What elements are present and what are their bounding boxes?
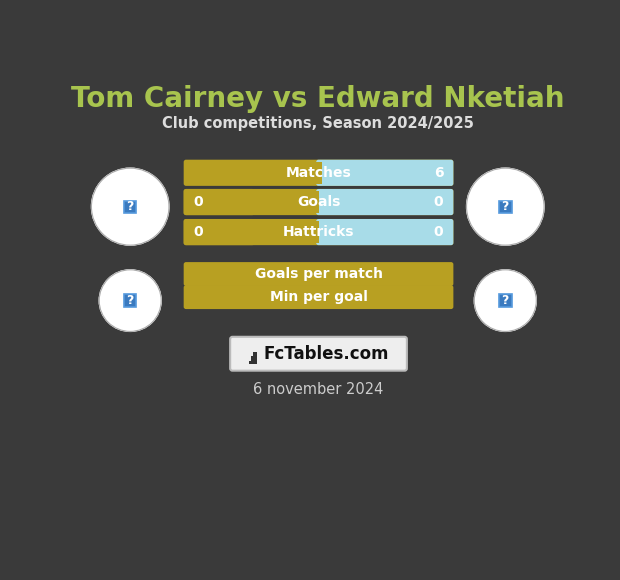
Bar: [186, 222, 319, 243]
Text: ?: ?: [126, 200, 134, 213]
Circle shape: [474, 270, 536, 331]
FancyBboxPatch shape: [184, 189, 453, 215]
Bar: [249, 361, 252, 364]
FancyBboxPatch shape: [124, 295, 136, 307]
FancyBboxPatch shape: [184, 285, 453, 309]
Text: Min per goal: Min per goal: [270, 290, 368, 304]
FancyBboxPatch shape: [499, 201, 511, 213]
Text: ?: ?: [126, 294, 134, 307]
Text: Goals per match: Goals per match: [255, 267, 383, 281]
FancyBboxPatch shape: [184, 219, 453, 245]
Bar: [186, 191, 319, 213]
Text: Goals: Goals: [297, 195, 340, 209]
FancyBboxPatch shape: [230, 337, 407, 371]
Circle shape: [92, 168, 169, 245]
Text: ?: ?: [502, 294, 509, 307]
Text: 0: 0: [193, 195, 203, 209]
Text: 6: 6: [434, 166, 443, 180]
Circle shape: [467, 168, 544, 245]
FancyBboxPatch shape: [124, 201, 136, 213]
FancyBboxPatch shape: [184, 189, 255, 215]
Bar: [251, 356, 254, 364]
FancyBboxPatch shape: [184, 160, 453, 186]
Text: 0: 0: [193, 225, 203, 239]
FancyBboxPatch shape: [316, 160, 453, 186]
Text: 6 november 2024: 6 november 2024: [252, 382, 383, 397]
Text: Hattricks: Hattricks: [283, 225, 354, 239]
Text: Tom Cairney vs Edward Nketiah: Tom Cairney vs Edward Nketiah: [71, 85, 564, 113]
Bar: [314, 162, 322, 183]
Text: Matches: Matches: [286, 166, 352, 180]
FancyBboxPatch shape: [184, 262, 453, 286]
Text: 0: 0: [434, 225, 443, 239]
Text: ?: ?: [502, 200, 509, 213]
Text: Club competitions, Season 2024/2025: Club competitions, Season 2024/2025: [162, 116, 474, 131]
FancyBboxPatch shape: [316, 189, 453, 215]
FancyBboxPatch shape: [316, 219, 453, 245]
Bar: [254, 352, 257, 364]
Text: FcTables.com: FcTables.com: [264, 345, 389, 362]
Circle shape: [99, 270, 161, 331]
FancyBboxPatch shape: [499, 295, 511, 307]
Text: 0: 0: [434, 195, 443, 209]
FancyBboxPatch shape: [184, 219, 255, 245]
